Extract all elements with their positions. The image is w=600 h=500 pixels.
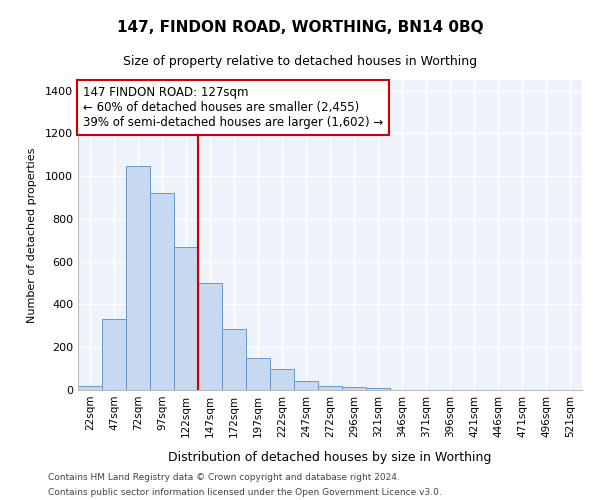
Bar	[222, 329, 246, 390]
Text: 147 FINDON ROAD: 127sqm
← 60% of detached houses are smaller (2,455)
39% of semi: 147 FINDON ROAD: 127sqm ← 60% of detache…	[83, 86, 383, 129]
Bar	[294, 382, 318, 390]
Bar	[366, 388, 390, 390]
Bar	[150, 194, 174, 390]
Bar	[126, 166, 150, 390]
Bar	[246, 358, 270, 390]
Bar	[342, 387, 366, 390]
Bar	[270, 368, 294, 390]
Bar	[78, 386, 102, 390]
Bar	[174, 247, 198, 390]
Bar	[102, 320, 126, 390]
X-axis label: Distribution of detached houses by size in Worthing: Distribution of detached houses by size …	[169, 451, 491, 464]
Y-axis label: Number of detached properties: Number of detached properties	[26, 148, 37, 322]
Bar	[198, 283, 222, 390]
Text: Contains HM Land Registry data © Crown copyright and database right 2024.: Contains HM Land Registry data © Crown c…	[48, 473, 400, 482]
Text: Contains public sector information licensed under the Open Government Licence v3: Contains public sector information licen…	[48, 488, 442, 497]
Text: Size of property relative to detached houses in Worthing: Size of property relative to detached ho…	[123, 55, 477, 68]
Text: 147, FINDON ROAD, WORTHING, BN14 0BQ: 147, FINDON ROAD, WORTHING, BN14 0BQ	[116, 20, 484, 35]
Bar	[318, 386, 342, 390]
